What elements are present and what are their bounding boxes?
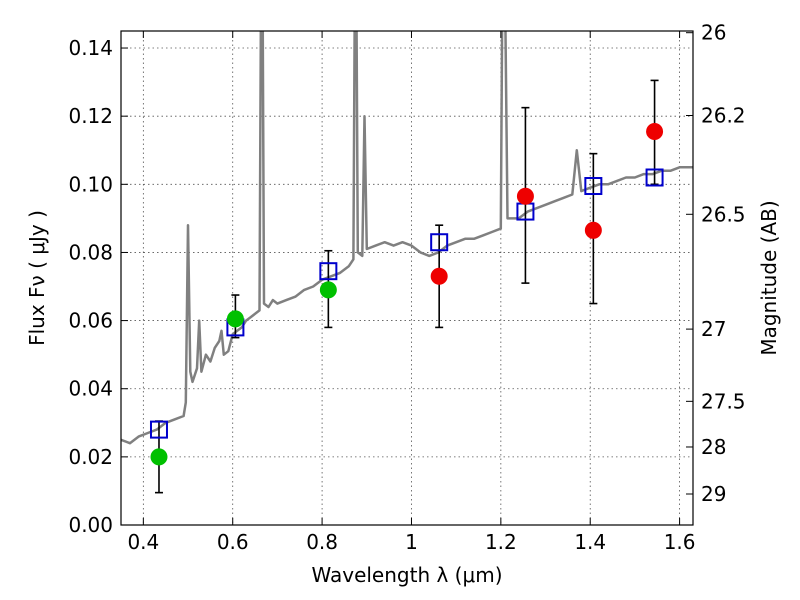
right-tick-label: 26.5 bbox=[701, 202, 746, 226]
y-tick-label: 0.02 bbox=[68, 445, 113, 469]
right-tick-label: 27 bbox=[701, 317, 726, 341]
model-square-point bbox=[430, 233, 449, 252]
upper-limit-point bbox=[516, 187, 534, 205]
x-tick-label: 0.6 bbox=[217, 530, 249, 554]
y-axis-label: Flux Fν ( μJy ) bbox=[25, 210, 49, 346]
model-square-point bbox=[149, 420, 168, 439]
right-tick-label: 28 bbox=[701, 435, 726, 459]
x-tick-label: 1.2 bbox=[485, 530, 517, 554]
detection-point bbox=[226, 310, 244, 328]
plot-frame bbox=[120, 30, 694, 526]
y-tick-label: 0.12 bbox=[68, 104, 113, 128]
model-square-point bbox=[319, 262, 338, 281]
right-tick-label: 27.5 bbox=[701, 389, 746, 413]
right-tick-label: 26 bbox=[701, 21, 726, 45]
y-tick-label: 0.04 bbox=[68, 377, 113, 401]
y-tick-label: 0.14 bbox=[68, 36, 113, 60]
y-tick-label: 0.00 bbox=[68, 513, 113, 537]
x-tick-label: 0.8 bbox=[306, 530, 338, 554]
y-tick-label: 0.08 bbox=[68, 240, 113, 264]
right-axis-label: Magnitude (AB) bbox=[757, 200, 781, 355]
x-axis-label: Wavelength λ (μm) bbox=[311, 563, 502, 587]
x-tick-label: 1.4 bbox=[574, 530, 606, 554]
y-tick-label: 0.06 bbox=[68, 309, 113, 333]
model-square-point bbox=[584, 177, 603, 196]
axis-ticks: 0.4 0.6 0.8 1 1.2 1.4 1.6 0.00 0.02 0.04 0.06 0.08 0… bbox=[68, 21, 745, 554]
x-tick-label: 1 bbox=[405, 530, 418, 554]
spectrum-line bbox=[121, 31, 693, 445]
upper-limit-point bbox=[646, 123, 664, 141]
detection-point bbox=[150, 448, 168, 466]
data-layer bbox=[121, 31, 693, 494]
right-tick-label: 26.2 bbox=[701, 103, 746, 127]
detection-point bbox=[319, 281, 337, 299]
model-square-point bbox=[645, 168, 664, 187]
grid-lines bbox=[121, 31, 693, 526]
y-tick-label: 0.10 bbox=[68, 172, 113, 196]
upper-limit-point bbox=[430, 267, 448, 285]
x-tick-label: 0.4 bbox=[127, 530, 159, 554]
right-tick-label: 29 bbox=[701, 482, 726, 506]
upper-limit-point bbox=[584, 221, 602, 239]
x-tick-label: 1.6 bbox=[664, 530, 696, 554]
